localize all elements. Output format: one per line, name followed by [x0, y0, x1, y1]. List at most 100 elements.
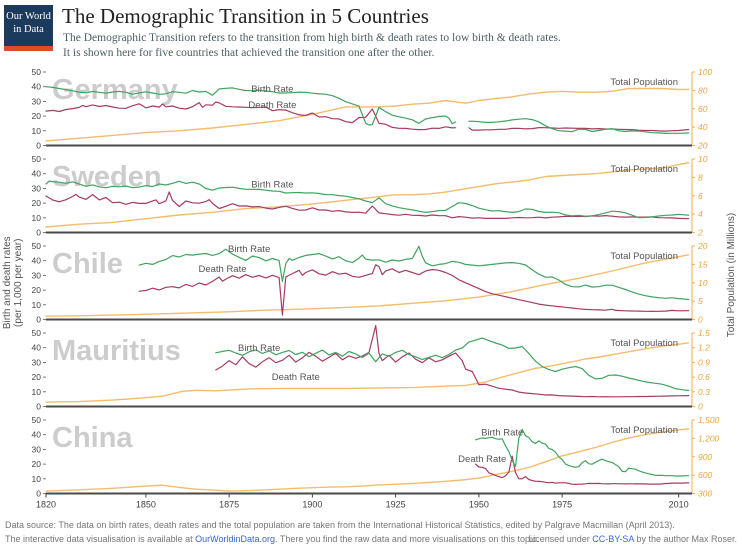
license-note: Licensed under CC-BY-SA by the author Ma… [528, 534, 737, 544]
svg-text:10: 10 [32, 300, 42, 310]
svg-text:600: 600 [698, 470, 712, 480]
svg-text:20: 20 [32, 372, 42, 382]
svg-text:300: 300 [698, 489, 712, 499]
svg-text:30: 30 [32, 444, 42, 454]
svg-text:0: 0 [36, 489, 41, 499]
interactive-note-suffix: . There you find the raw data and more v… [274, 534, 539, 544]
svg-text:Total Population: Total Population [610, 164, 678, 175]
svg-text:4: 4 [698, 209, 703, 219]
svg-text:Death Rate: Death Rate [248, 100, 296, 111]
svg-text:1,200: 1,200 [698, 433, 720, 443]
svg-text:40: 40 [32, 343, 42, 353]
svg-text:20: 20 [697, 141, 708, 151]
owid-logo-line1: Our World [6, 11, 51, 22]
svg-text:0.9: 0.9 [698, 357, 710, 367]
svg-text:Birth Rate: Birth Rate [251, 180, 293, 191]
license-link[interactable]: CC-BY-SA [592, 534, 634, 544]
svg-text:0.6: 0.6 [698, 372, 710, 382]
svg-text:(per 1,000 per year): (per 1,000 per year) [13, 239, 24, 327]
svg-text:20: 20 [32, 111, 42, 121]
svg-text:Death Rate: Death Rate [272, 372, 320, 383]
svg-text:10: 10 [32, 126, 42, 136]
svg-text:0: 0 [36, 315, 41, 325]
svg-text:10: 10 [32, 474, 42, 484]
svg-text:1820: 1820 [36, 500, 56, 510]
svg-text:30: 30 [32, 357, 42, 367]
svg-text:2: 2 [697, 228, 703, 238]
svg-text:5: 5 [698, 296, 703, 306]
svg-text:0: 0 [36, 228, 41, 238]
svg-text:Mauritius: Mauritius [52, 335, 181, 367]
data-source-note: Data source: The data on birth rates, de… [5, 520, 675, 530]
svg-text:30: 30 [32, 96, 42, 106]
svg-text:Germany: Germany [52, 74, 178, 106]
svg-text:1.2: 1.2 [698, 343, 710, 353]
svg-text:20: 20 [32, 459, 42, 469]
chart-subtitle-line1: The Demographic Transition refers to the… [63, 32, 561, 44]
svg-text:50: 50 [32, 154, 42, 164]
svg-text:Total Population (in Millions): Total Population (in Millions) [726, 213, 737, 338]
svg-text:8: 8 [698, 172, 703, 182]
svg-text:Death Rate: Death Rate [458, 454, 506, 465]
svg-text:1.5: 1.5 [698, 328, 710, 338]
svg-text:900: 900 [698, 452, 712, 462]
svg-text:40: 40 [32, 82, 42, 92]
license-prefix: Licensed under [528, 534, 593, 544]
svg-text:Birth Rate: Birth Rate [481, 428, 523, 439]
svg-text:15: 15 [698, 259, 708, 269]
svg-text:Birth Rate: Birth Rate [251, 84, 293, 95]
svg-text:1850: 1850 [136, 500, 156, 510]
svg-text:0: 0 [36, 402, 41, 412]
svg-text:10: 10 [698, 154, 708, 164]
svg-text:30: 30 [32, 183, 42, 193]
svg-text:80: 80 [698, 85, 708, 95]
svg-text:20: 20 [32, 285, 42, 295]
svg-text:Chile: Chile [52, 248, 123, 280]
svg-text:1975: 1975 [552, 500, 572, 510]
svg-text:Birth Rate: Birth Rate [238, 343, 280, 354]
svg-text:6: 6 [698, 191, 703, 201]
svg-text:1875: 1875 [219, 500, 239, 510]
svg-text:1900: 1900 [302, 500, 322, 510]
svg-text:50: 50 [32, 415, 42, 425]
svg-text:50: 50 [32, 241, 42, 251]
svg-text:Total Population: Total Population [610, 338, 678, 349]
svg-text:30: 30 [32, 270, 42, 280]
svg-text:1925: 1925 [386, 500, 406, 510]
svg-text:0.3: 0.3 [698, 387, 710, 397]
svg-text:20: 20 [697, 241, 708, 251]
svg-text:10: 10 [32, 213, 42, 223]
svg-text:40: 40 [698, 122, 708, 132]
svg-text:40: 40 [32, 430, 42, 440]
svg-text:Total Population: Total Population [610, 251, 678, 262]
svg-text:Death Rate: Death Rate [198, 264, 246, 275]
svg-text:Birth and death rates: Birth and death rates [2, 236, 13, 329]
svg-text:0: 0 [698, 315, 703, 325]
svg-text:50: 50 [32, 328, 42, 338]
owid-logo-line2: in Data [13, 24, 44, 36]
owid-logo-red-bar [4, 46, 53, 51]
svg-text:Total Population: Total Population [610, 425, 678, 436]
interactive-note: The interactive data visualisation is av… [5, 534, 539, 544]
svg-text:10: 10 [698, 278, 708, 288]
svg-text:Birth Rate: Birth Rate [228, 244, 270, 255]
chart-subtitle-line2: It is shown here for five countries that… [63, 46, 435, 59]
svg-text:0: 0 [698, 402, 703, 412]
svg-text:1,500: 1,500 [698, 415, 720, 425]
svg-text:1950: 1950 [469, 500, 489, 510]
svg-text:2010: 2010 [669, 500, 689, 510]
svg-text:50: 50 [32, 67, 42, 77]
svg-text:100: 100 [698, 67, 712, 77]
interactive-note-prefix: The interactive data visualisation is av… [5, 534, 196, 544]
svg-text:20: 20 [32, 198, 42, 208]
svg-text:40: 40 [32, 256, 42, 266]
owid-link[interactable]: OurWorldinData.org [195, 534, 275, 544]
svg-text:0: 0 [36, 141, 41, 151]
svg-text:10: 10 [32, 387, 42, 397]
license-suffix: by the author Max Roser. [633, 534, 737, 544]
chart-subtitle: The Demographic Transition refers to the… [63, 31, 561, 61]
svg-text:Total Population: Total Population [610, 77, 678, 88]
svg-text:40: 40 [32, 169, 42, 179]
